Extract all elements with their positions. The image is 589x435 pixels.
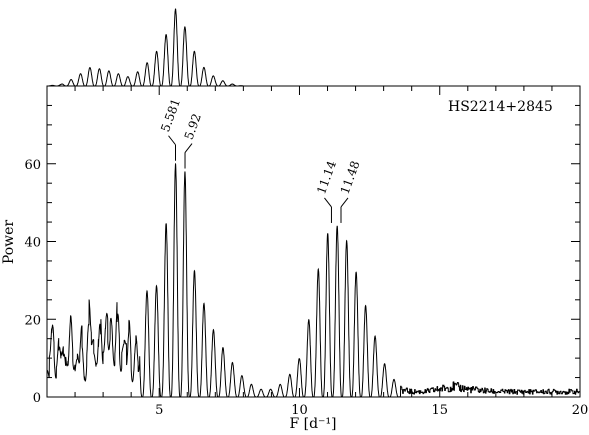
- peak-label: 5.92: [182, 112, 204, 142]
- annotation-leader: [184, 143, 193, 153]
- x-tick-label: 10: [291, 403, 308, 418]
- x-tick-label: 15: [431, 403, 448, 418]
- annotation-leader: [324, 197, 332, 208]
- x-axis-title: F [d⁻¹]: [289, 416, 336, 432]
- object-label: HS2214+2845: [448, 99, 553, 115]
- y-tick-label: 40: [24, 236, 41, 251]
- y-tick-label: 0: [33, 391, 41, 406]
- power-spectrum-line: [46, 162, 581, 398]
- y-tick-label: 20: [24, 313, 41, 328]
- annotation-leader: [168, 135, 176, 146]
- peak-label: 11.14: [314, 159, 339, 196]
- peak-label: 11.48: [338, 159, 363, 196]
- peak-label: 5.581: [158, 97, 183, 134]
- annotation-leader: [340, 197, 349, 208]
- window-function-inset: [47, 8, 580, 87]
- x-tick-label: 5: [155, 403, 163, 418]
- x-tick-label: 20: [572, 403, 589, 418]
- y-tick-label: 60: [24, 158, 41, 173]
- y-axis-title: Power: [1, 220, 17, 265]
- window-function-line: [47, 8, 580, 87]
- power-spectrum-series: [46, 162, 581, 398]
